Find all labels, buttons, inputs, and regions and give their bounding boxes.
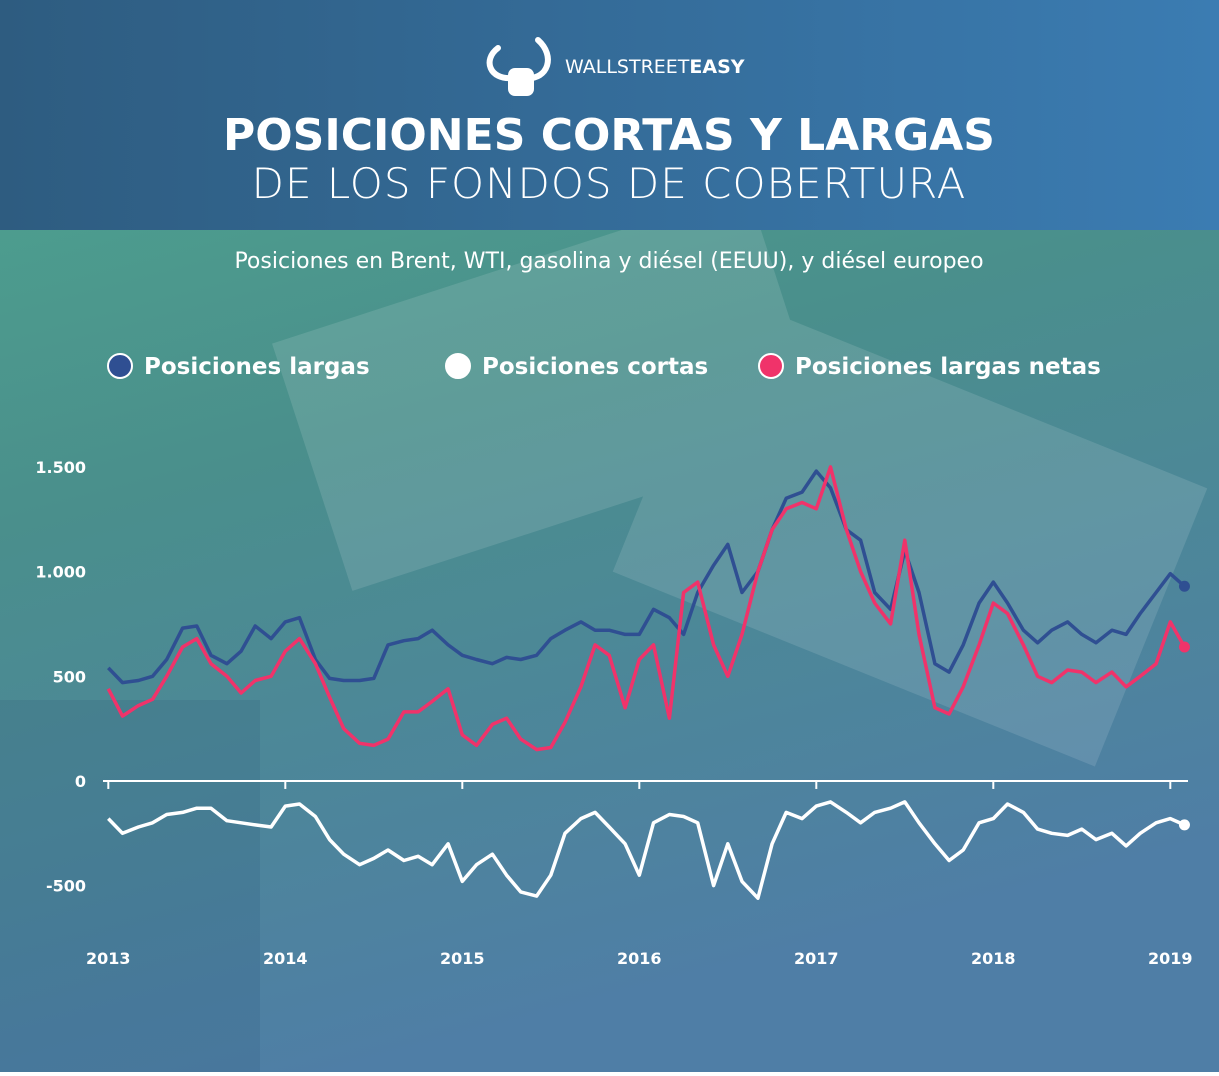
x-tick-label: 2019	[1148, 949, 1193, 968]
end-marker	[1178, 819, 1190, 831]
chart-subtitle: Posiciones en Brent, WTI, gasolina y dié…	[234, 249, 983, 274]
x-tick-label: 2013	[86, 949, 131, 968]
y-tick-label: 500	[53, 667, 86, 686]
x-tick-label: 2015	[440, 949, 485, 968]
y-tick-label: 1.000	[35, 563, 86, 582]
x-tick-label: 2016	[617, 949, 662, 968]
legend-swatch	[758, 353, 784, 379]
background-decoration	[0, 189, 1208, 1072]
legend-label: Posiciones largas	[144, 354, 370, 380]
chart-title: POSICIONES CORTAS Y LARGAS	[223, 110, 995, 161]
x-tick-label: 2018	[971, 949, 1016, 968]
chart-title: DE LOS FONDOS DE COBERTURA	[252, 159, 967, 208]
end-marker	[1178, 580, 1190, 592]
plot: 1.500 1.000 500 0 -500 2013 2014 2015 2016 2017 20…	[35, 458, 1192, 968]
legend-swatch	[445, 353, 471, 379]
legend-swatch	[107, 353, 133, 379]
x-tick-label: 2017	[794, 949, 839, 968]
series-line	[106, 465, 1187, 752]
y-tick-label: -500	[46, 877, 86, 896]
legend: Posiciones largas Posiciones cortas Posici…	[107, 353, 1101, 380]
end-marker	[1178, 641, 1190, 653]
y-tick-label: 1.500	[35, 458, 86, 477]
y-tick-label: 0	[75, 772, 86, 791]
series-line	[107, 800, 1186, 900]
x-tick-label: 2014	[263, 949, 308, 968]
legend-label: Posiciones largas netas	[795, 354, 1101, 380]
legend-label: Posiciones cortas	[482, 354, 708, 380]
header-band	[0, 0, 1219, 230]
series-line	[107, 469, 1186, 685]
logo-icon	[486, 37, 551, 96]
brand-part: EASY	[689, 56, 744, 78]
brand-part: WALLSTREET	[565, 56, 690, 78]
brand: WALLSTREETEASY	[565, 56, 745, 78]
